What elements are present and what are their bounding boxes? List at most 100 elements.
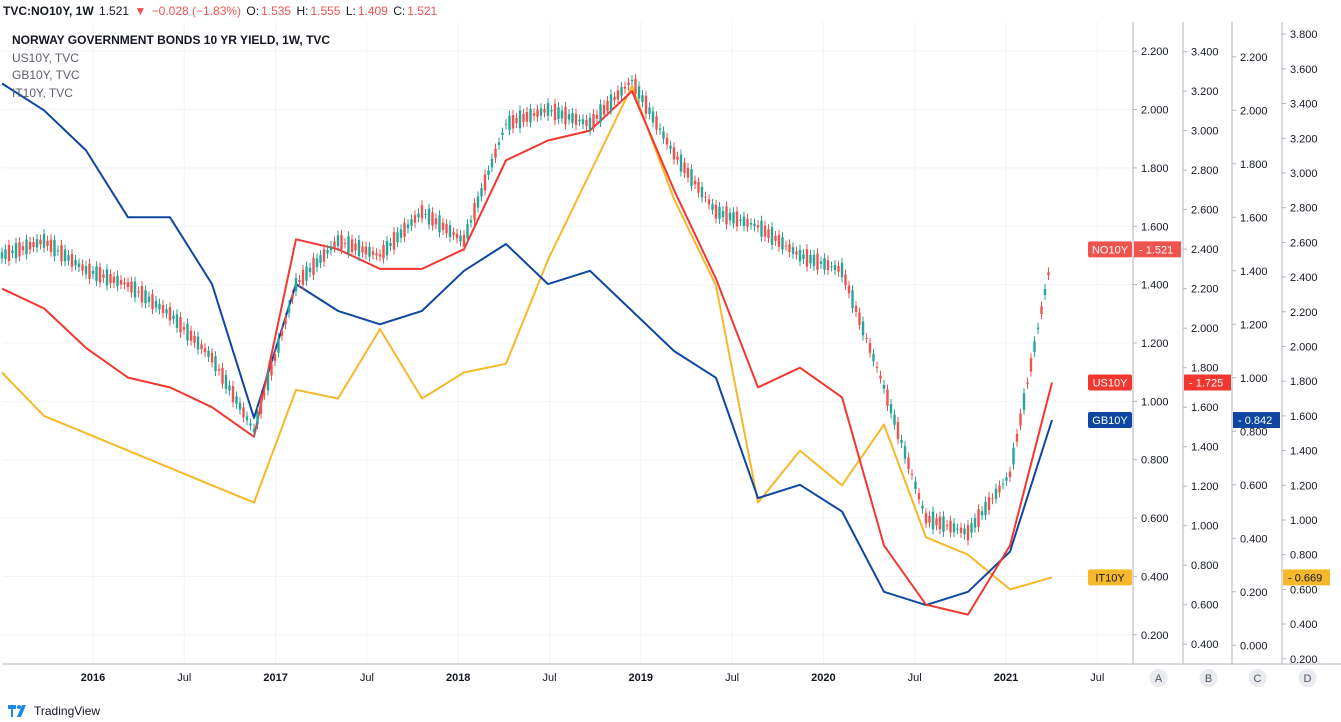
candle-body xyxy=(494,148,497,158)
candle-body xyxy=(1015,433,1019,442)
y-tick-label: 2.600 xyxy=(1290,237,1318,249)
candle-body xyxy=(672,147,676,160)
candle-body xyxy=(991,498,994,500)
candle-body xyxy=(781,237,784,250)
y-tick-label: 1.000 xyxy=(1290,515,1318,527)
candle-body xyxy=(980,511,984,516)
candle-body xyxy=(728,212,732,221)
y-tick-label: 0.800 xyxy=(1240,426,1268,438)
candle-body xyxy=(329,245,333,251)
y-tick-label: 1.800 xyxy=(1290,376,1318,388)
y-tick-label: 2.400 xyxy=(1191,244,1219,256)
candle-body xyxy=(7,244,11,262)
candle-body xyxy=(858,312,861,325)
candle-body xyxy=(630,80,634,82)
candle-body xyxy=(546,103,550,116)
y-tick-label: 1.800 xyxy=(1240,159,1268,171)
price-axis-label-bg xyxy=(1283,569,1330,586)
candle-body xyxy=(1029,358,1033,372)
candle-body xyxy=(448,225,452,238)
brand-label: TradingView xyxy=(34,704,101,718)
candle-body xyxy=(613,97,616,101)
price-axis-label-bg xyxy=(1184,374,1231,391)
candle-body xyxy=(81,264,84,271)
candle-body xyxy=(550,110,553,112)
candle-body xyxy=(389,242,392,247)
candle-body xyxy=(739,219,742,221)
candle-body xyxy=(655,116,658,130)
candle-body xyxy=(522,113,525,123)
candle-body xyxy=(238,402,242,410)
candle-body xyxy=(896,421,900,440)
y-tick-label: 2.200 xyxy=(1141,46,1169,58)
footer-brand[interactable]: TradingView xyxy=(8,701,100,721)
candle-body xyxy=(462,234,466,247)
legend-main-series[interactable]: NORWAY GOVERNMENT BONDS 10 YR YIELD, 1W,… xyxy=(12,33,331,47)
candle-body xyxy=(382,245,385,259)
candle-body xyxy=(221,367,224,384)
candle-body xyxy=(763,225,767,237)
candle-body xyxy=(49,239,53,252)
axis-badge xyxy=(1298,669,1317,687)
candle-body xyxy=(242,407,245,418)
price-change: −0.028 (−1.83%) xyxy=(151,4,242,18)
y-tick-label: 1.600 xyxy=(1290,411,1318,423)
candle-body xyxy=(998,485,1001,493)
candle-body xyxy=(77,263,81,268)
candle-body xyxy=(18,242,21,257)
candle-body xyxy=(406,224,410,229)
candle-body xyxy=(130,281,133,293)
candle-body xyxy=(371,251,375,255)
candle-body xyxy=(315,258,319,268)
candle-body xyxy=(504,123,508,125)
candle-body xyxy=(410,219,413,226)
candle-body xyxy=(718,206,721,219)
candle-body xyxy=(679,154,683,172)
y-tick-label: 0.400 xyxy=(1141,571,1169,583)
y-tick-label: 1.800 xyxy=(1141,163,1169,175)
candle-body xyxy=(746,218,749,227)
candle-body xyxy=(665,137,669,145)
symbol-label[interactable]: TVC:NO10Y, 1W xyxy=(3,4,94,18)
y-tick-label: 1.000 xyxy=(1141,396,1169,408)
y-tick-label: 3.000 xyxy=(1290,168,1318,180)
candle-body xyxy=(392,232,396,250)
candle-body xyxy=(385,240,389,256)
candle-body xyxy=(340,234,343,250)
candle-body xyxy=(602,104,606,115)
candle-body xyxy=(872,353,875,362)
candle-body xyxy=(578,119,581,122)
legend-item-it10y[interactable]: IT10Y, TVC xyxy=(12,85,73,100)
down-arrow-icon: ▼ xyxy=(134,4,147,18)
candle-body xyxy=(312,257,315,275)
candle-body xyxy=(193,335,196,343)
candle-body xyxy=(109,274,112,283)
y-tick-label: 1.400 xyxy=(1290,446,1318,458)
candle-body xyxy=(427,208,431,225)
candle-body xyxy=(126,282,130,288)
chart-area[interactable]: 2016 Jul 2017 Jul 2018 Jul 2019 Jul 2020 Jul 2021 J… xyxy=(0,0,1341,700)
candle-body xyxy=(644,95,648,114)
candle-body xyxy=(826,260,830,271)
candle-body xyxy=(445,224,448,234)
y-tick-label: 1.200 xyxy=(1290,480,1318,492)
candle-body xyxy=(875,366,879,368)
candle-body xyxy=(732,212,735,224)
candle-body xyxy=(669,145,672,149)
candle-body xyxy=(217,369,221,371)
candle-body xyxy=(487,170,490,176)
candle-body xyxy=(924,512,928,524)
series-tag-bg xyxy=(1088,412,1132,429)
y-tick-label: 2.200 xyxy=(1191,284,1219,296)
candle-body xyxy=(686,168,690,178)
candle-body xyxy=(4,249,7,260)
candle-body xyxy=(595,114,599,119)
y-tick-label: 1.200 xyxy=(1191,481,1219,493)
legend-item-us10y[interactable]: US10Y, TVC xyxy=(12,50,79,65)
candle-body xyxy=(266,373,270,391)
legend-item-gb10y[interactable]: GB10Y, TVC xyxy=(12,68,80,82)
candle-body xyxy=(56,250,60,252)
candle-body xyxy=(560,110,564,119)
candle-body xyxy=(574,113,578,125)
candle-body xyxy=(165,309,168,314)
